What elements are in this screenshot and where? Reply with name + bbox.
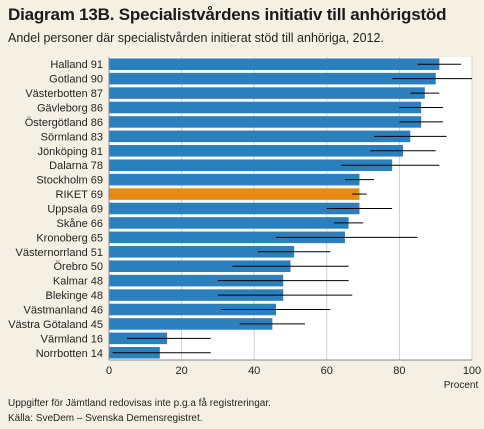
category-label: Jönköping 81	[38, 146, 103, 158]
category-label: Norrbotten 14	[36, 348, 103, 360]
category-label: Västmanland 46	[24, 305, 104, 317]
x-axis-title: Procent	[444, 380, 479, 391]
bar	[109, 101, 422, 114]
category-label: Västra Götaland 45	[8, 319, 103, 331]
category-label: Gävleborg 86	[37, 103, 103, 115]
source-note: Källa: SveDem – Svenska Demensregistret.	[8, 413, 203, 424]
category-label: Sörmland 83	[41, 131, 103, 143]
category-label: Örebro 50	[53, 261, 103, 273]
bar	[109, 130, 411, 143]
bar	[109, 145, 404, 157]
chart-subtitle: Andel personer där specialistvården init…	[8, 31, 384, 45]
bar	[109, 217, 349, 229]
x-tick-label: 0	[106, 365, 112, 377]
category-label: Skåne 66	[57, 218, 103, 230]
bar	[109, 274, 284, 287]
bar	[109, 260, 291, 272]
bar	[109, 58, 440, 70]
category-label: Dalarna 78	[49, 160, 103, 172]
bar	[109, 188, 360, 200]
category-label: Stockholm 69	[36, 175, 103, 187]
bar-chart: Halland 91 Gotland 90 Västerbotten 87 Gävle…	[8, 57, 481, 391]
bar	[109, 303, 276, 316]
bar	[109, 72, 436, 85]
category-label: Halland 91	[50, 59, 103, 71]
bar	[109, 246, 295, 258]
x-tick-label: 20	[175, 365, 187, 377]
category-label: Kronoberg 65	[36, 232, 103, 244]
bar	[109, 159, 393, 171]
footnote: Uppgifter för Jämtland redovisas inte p.…	[8, 398, 271, 409]
bar	[109, 318, 273, 330]
x-tick-label: 40	[248, 365, 260, 377]
bar	[109, 87, 425, 99]
category-label: Värmland 16	[41, 333, 103, 345]
category-label: Östergötland 86	[25, 117, 103, 129]
bar	[109, 202, 360, 215]
x-tick-label: 80	[393, 365, 405, 377]
bar	[109, 231, 345, 244]
category-label: Blekinge 48	[46, 290, 104, 302]
category-label: Västernorrland 51	[16, 247, 103, 259]
category-label: Kalmar 48	[53, 276, 103, 288]
x-tick-label: 100	[463, 365, 481, 377]
bar	[109, 173, 360, 186]
category-label: Västerbotten 87	[25, 88, 103, 100]
bar	[109, 289, 284, 301]
chart-title: Diagram 13B. Specialistvårdens initiativ…	[8, 5, 447, 24]
category-label: Gotland 90	[49, 74, 103, 86]
category-label: RIKET 69	[56, 189, 104, 201]
category-label: Uppsala 69	[47, 204, 103, 216]
x-tick-label: 60	[321, 365, 333, 377]
bar	[109, 116, 422, 128]
